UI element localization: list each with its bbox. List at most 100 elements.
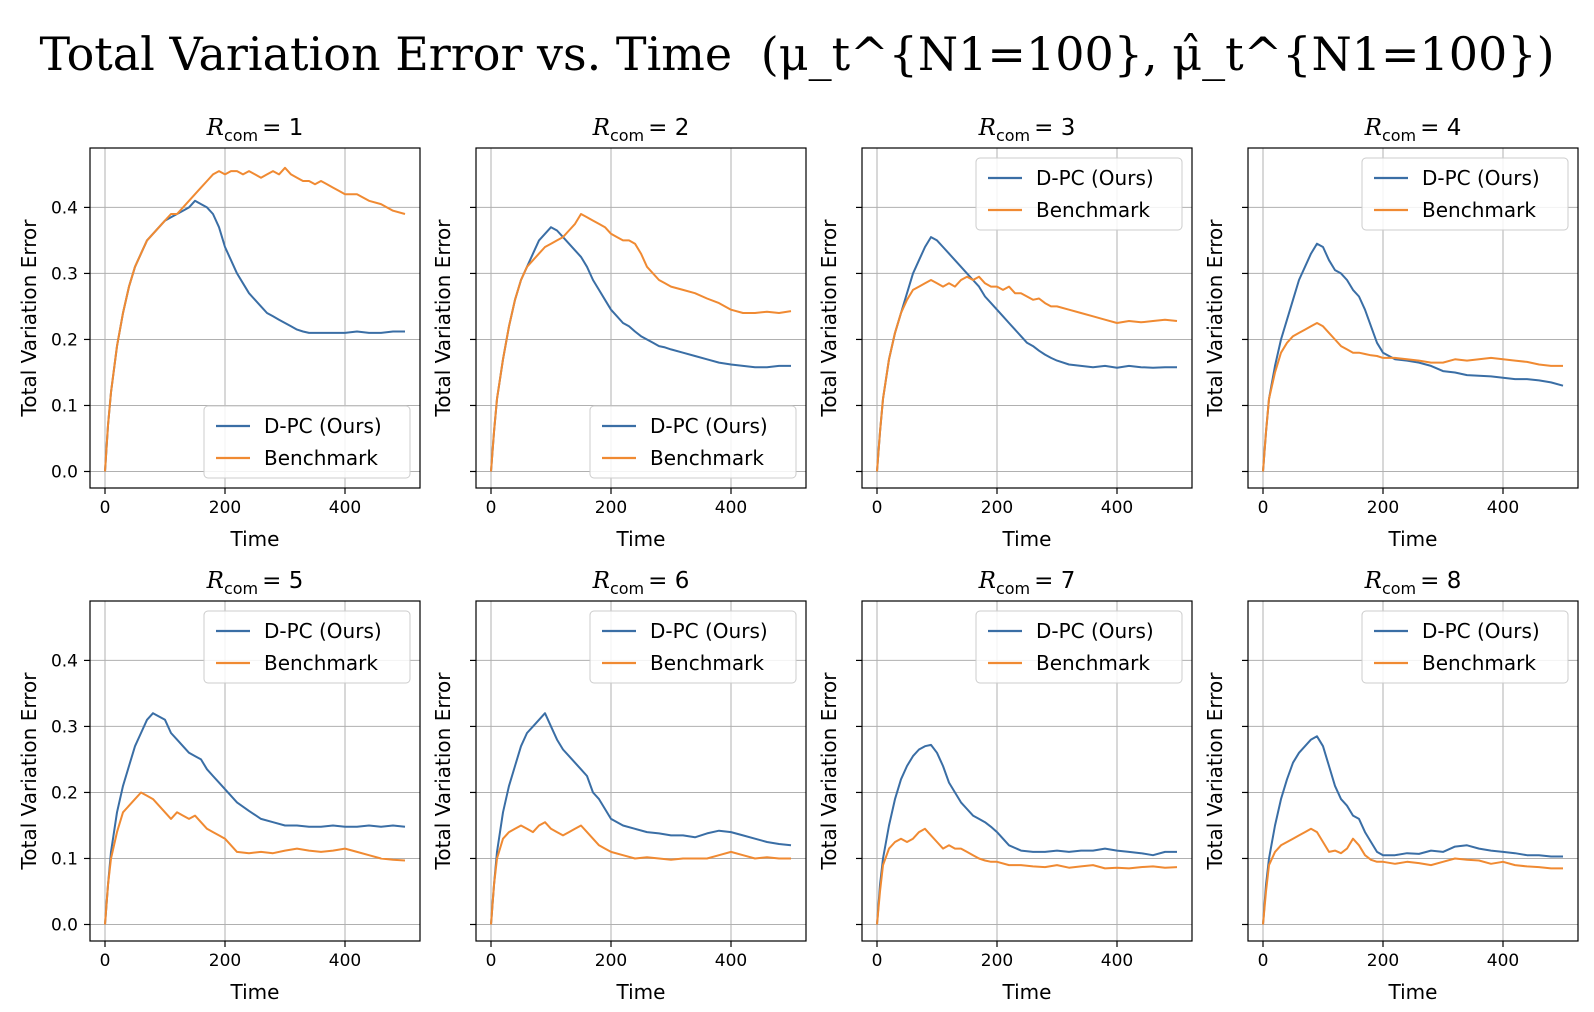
legend-box <box>1361 157 1569 231</box>
legend-box <box>975 610 1183 684</box>
series-line-dpc <box>876 743 1177 925</box>
plot-frame <box>475 147 807 489</box>
series-line-benchmark <box>104 791 406 925</box>
legend-label: Benchmark <box>1422 651 1536 675</box>
y-tick-label: 0.0 <box>51 915 78 935</box>
series-line-dpc <box>876 236 1177 472</box>
legend-label: Benchmark <box>1422 198 1536 222</box>
x-tick-label: 400 <box>715 951 747 971</box>
y-axis-label: Total Variation Error <box>817 672 841 871</box>
x-tick-label: 0 <box>1258 951 1269 971</box>
x-tick-label: 200 <box>1367 498 1399 518</box>
panel-title: Rcom = 2 <box>592 115 690 145</box>
y-tick-label: 0.3 <box>51 717 78 737</box>
x-tick-label: 200 <box>1367 951 1399 971</box>
series-line-dpc <box>1262 735 1563 925</box>
chart-panel-4: 0 200 400 Time Total Variation Error Rcom = 4 D… <box>1203 115 1579 551</box>
plot-frame <box>475 600 807 942</box>
chart-panel-2: 0 200 400 Time Total Variation Error Rcom = 2 D… <box>431 115 807 551</box>
series-line-dpc <box>1262 242 1564 472</box>
y-tick-label: 0.0 <box>51 462 78 482</box>
legend: D-PC (Ours) Benchmark <box>1361 610 1569 684</box>
x-tick-label: 200 <box>209 498 241 518</box>
y-axis-label: Total Variation Error <box>1203 219 1227 418</box>
x-tick-label: 400 <box>1487 498 1519 518</box>
panel-title: Rcom = 3 <box>978 115 1076 145</box>
legend-box <box>1361 610 1569 684</box>
x-tick-label: 0 <box>1258 498 1269 518</box>
legend-label: D-PC (Ours) <box>1422 619 1540 643</box>
chart-panel-7: 0 200 400 Time Total Variation Error Rcom = 7 D… <box>817 568 1193 1004</box>
panel-title: Rcom = 5 <box>206 568 304 598</box>
x-tick-label: 0 <box>872 951 883 971</box>
x-tick-label: 400 <box>329 498 361 518</box>
figure-title: Total Variation Error vs. Time (μ_t^{N1=… <box>39 27 1554 81</box>
x-axis-label: Time <box>1002 527 1052 551</box>
legend-label: D-PC (Ours) <box>1036 619 1154 643</box>
series-line-dpc <box>104 712 406 925</box>
panel-title: Rcom = 4 <box>1364 115 1462 145</box>
x-axis-label: Time <box>616 980 666 1004</box>
chart-panel-3: 0 200 400 Time Total Variation Error Rcom = 3 D… <box>817 115 1193 551</box>
plot-frame <box>1247 147 1579 489</box>
legend: D-PC (Ours) Benchmark <box>589 610 797 684</box>
y-tick-label: 0.1 <box>51 396 78 416</box>
y-tick-label: 0.2 <box>51 330 78 350</box>
y-axis-label: Total Variation Error <box>1203 672 1227 871</box>
x-axis-label: Time <box>1388 527 1438 551</box>
panels: 0 200 400 0.0 0.1 0.2 0.3 0.4 Time Total Variatio… <box>17 115 1579 1004</box>
y-tick-label: 0.4 <box>51 198 78 218</box>
chart-panel-5: 0 200 400 0.0 0.1 0.2 0.3 0.4 Time Total Variatio… <box>17 568 421 1004</box>
legend: D-PC (Ours) Benchmark <box>975 610 1183 684</box>
y-axis-label: Total Variation Error <box>431 672 455 871</box>
panel-title: Rcom = 6 <box>592 568 690 598</box>
panel-title: Rcom = 1 <box>206 115 304 145</box>
x-tick-label: 200 <box>981 951 1013 971</box>
x-tick-label: 0 <box>872 498 883 518</box>
y-axis-label: Total Variation Error <box>17 672 41 871</box>
x-tick-label: 200 <box>981 498 1013 518</box>
y-tick-label: 0.1 <box>51 849 78 869</box>
legend-label: D-PC (Ours) <box>650 619 768 643</box>
plot-frame <box>861 147 1193 489</box>
y-tick-label: 0.2 <box>51 783 78 803</box>
y-tick-label: 0.3 <box>51 264 78 284</box>
x-tick-label: 0 <box>100 951 111 971</box>
legend-label: D-PC (Ours) <box>650 414 768 438</box>
legend-label: Benchmark <box>650 446 764 470</box>
x-axis-label: Time <box>230 527 280 551</box>
x-tick-label: 400 <box>715 498 747 518</box>
x-tick-label: 0 <box>486 498 497 518</box>
legend-label: Benchmark <box>650 651 764 675</box>
legend-label: Benchmark <box>264 651 378 675</box>
series-line-benchmark <box>104 166 406 472</box>
legend-label: D-PC (Ours) <box>264 414 382 438</box>
y-tick-label: 0.4 <box>51 651 78 671</box>
legend-box <box>203 610 411 684</box>
legend: D-PC (Ours) Benchmark <box>1361 157 1569 231</box>
legend-box <box>589 610 797 684</box>
x-axis-label: Time <box>1002 980 1052 1004</box>
legend-label: Benchmark <box>264 446 378 470</box>
plot-frame <box>861 600 1193 942</box>
legend-box <box>975 157 1183 231</box>
legend-label: Benchmark <box>1036 651 1150 675</box>
plot-frame <box>89 600 421 942</box>
chart-panel-8: 0 200 400 Time Total Variation Error Rcom = 8 D… <box>1203 568 1579 1004</box>
x-tick-label: 200 <box>209 951 241 971</box>
x-axis-label: Time <box>616 527 666 551</box>
series-line-benchmark <box>876 827 1178 925</box>
x-tick-label: 0 <box>100 498 111 518</box>
plot-frame <box>1247 600 1579 942</box>
x-tick-label: 200 <box>595 498 627 518</box>
legend: D-PC (Ours) Benchmark <box>589 405 797 479</box>
legend-label: Benchmark <box>1036 198 1150 222</box>
legend: D-PC (Ours) Benchmark <box>203 610 411 684</box>
panel-title: Rcom = 7 <box>978 568 1076 598</box>
legend: D-PC (Ours) Benchmark <box>203 405 411 479</box>
chart-panel-1: 0 200 400 0.0 0.1 0.2 0.3 0.4 Time Total Variatio… <box>17 115 421 551</box>
x-tick-label: 0 <box>486 951 497 971</box>
x-tick-label: 400 <box>329 951 361 971</box>
figure-title-math: (μ_t^{N1=100}, μ̂_t^{N1=100}) <box>761 27 1555 81</box>
x-tick-label: 400 <box>1487 951 1519 971</box>
